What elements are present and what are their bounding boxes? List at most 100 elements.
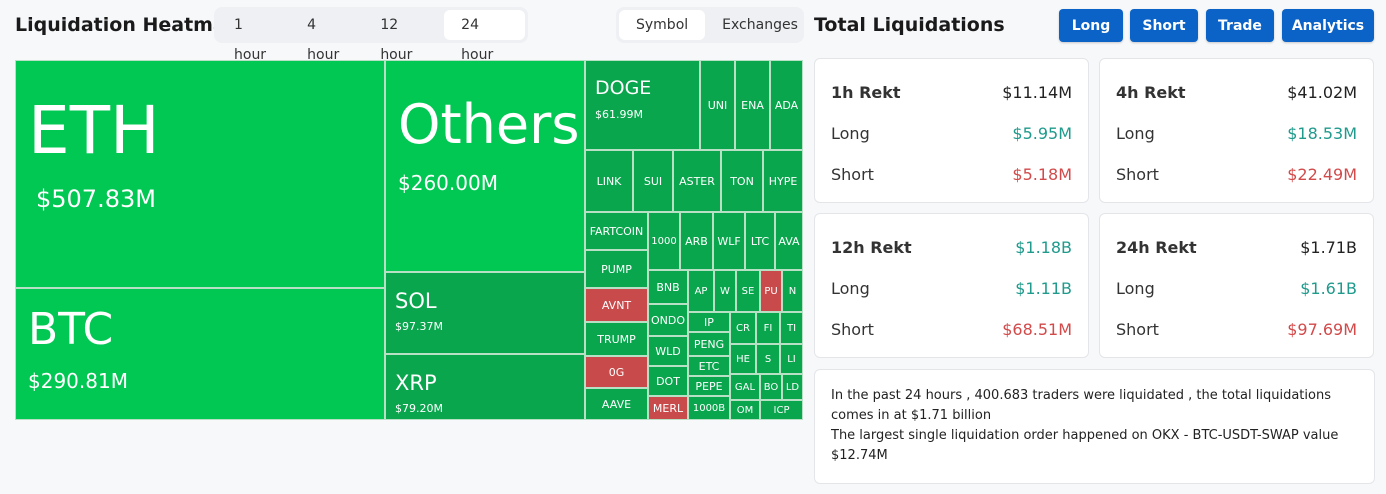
heatmap-tile-cr[interactable]: CR <box>730 312 756 344</box>
tile-symbol: BO <box>763 382 779 393</box>
heatmap-tile-ton[interactable]: TON <box>721 150 763 212</box>
tile-symbol: AP <box>694 286 708 297</box>
heatmap-tile-others[interactable]: Others $260.00M <box>385 60 585 272</box>
tile-value: $260.00M <box>398 171 498 195</box>
heatmap-tile-ld[interactable]: LD <box>782 374 803 400</box>
heatmap-tile-doge[interactable]: DOGE $61.99M <box>585 60 700 150</box>
tile-symbol: FI <box>763 323 773 334</box>
heatmap-tile-bnb[interactable]: BNB <box>648 270 688 304</box>
tile-symbol: FARTCOIN <box>589 225 644 238</box>
card-total: $1.18B <box>1015 238 1072 257</box>
heatmap-tile-fi[interactable]: FI <box>756 312 780 344</box>
tile-symbol: SE <box>741 286 755 297</box>
long-button[interactable]: Long <box>1059 9 1123 42</box>
summary-line-1: In the past 24 hours , 400.683 traders w… <box>831 388 1331 423</box>
heatmap-tile-bo[interactable]: BO <box>760 374 782 400</box>
tile-symbol: BNB <box>656 281 680 294</box>
heatmap-tile-ti[interactable]: TI <box>780 312 803 344</box>
tile-symbol: CR <box>736 323 750 334</box>
short-label: Short <box>831 165 874 184</box>
tile-symbol: S <box>764 354 772 365</box>
tile-symbol: ADA <box>774 99 799 112</box>
card-1h-rekt: 1h Rekt $11.14M Long $5.95M Short $5.18M <box>814 58 1089 203</box>
heatmap-tile-ip[interactable]: IP <box>688 312 730 332</box>
heatmap-tile-se[interactable]: SE <box>736 270 760 312</box>
tab-24-hour[interactable]: 24 hour <box>444 10 525 63</box>
heatmap-tile-gal[interactable]: GAL <box>730 374 760 400</box>
short-button[interactable]: Short <box>1130 9 1198 42</box>
heatmap-tile-1000b[interactable]: 1000B <box>688 396 730 420</box>
tile-symbol: AVNT <box>601 299 632 312</box>
heatmap-tile-xrp[interactable]: XRP $79.20M <box>385 354 585 420</box>
heatmap-tile-om[interactable]: OM <box>730 400 760 420</box>
tile-symbol: HYPE <box>768 175 798 188</box>
tile-symbol: ASTER <box>679 175 715 188</box>
heatmap-tile-uni[interactable]: UNI <box>700 60 735 150</box>
tab-12-hour[interactable]: 12 hour <box>380 17 413 63</box>
heatmap-tile-eth[interactable]: ETH $507.83M <box>15 60 385 288</box>
heatmap-tile-sol[interactable]: SOL $97.37M <box>385 272 585 354</box>
heatmap-tile-arb[interactable]: ARB <box>680 212 713 270</box>
heatmap-tile-ada[interactable]: ADA <box>770 60 803 150</box>
tile-symbol: PUMP <box>601 263 632 276</box>
heatmap-tile-link[interactable]: LINK <box>585 150 633 212</box>
tile-value: $61.99M <box>595 108 643 121</box>
heatmap-tile-peng[interactable]: PENG <box>688 332 730 356</box>
tile-symbol: LTC <box>750 235 770 248</box>
tile-symbol: DOT <box>656 375 680 388</box>
heatmap-tile-s[interactable]: S <box>756 344 780 374</box>
heatmap-tile-sui[interactable]: SUI <box>633 150 673 212</box>
heatmap-tile-0g[interactable]: 0G <box>585 356 648 388</box>
heatmap-tile-hype[interactable]: HYPE <box>763 150 803 212</box>
heatmap-tile-dot[interactable]: DOT <box>648 366 688 396</box>
card-label: 4h Rekt <box>1116 83 1186 102</box>
heatmap-tile-avnt[interactable]: AVNT <box>585 288 648 322</box>
heatmap-tile-he[interactable]: HE <box>730 344 756 374</box>
card-4h-rekt: 4h Rekt $41.02M Long $18.53M Short $22.49M <box>1099 58 1374 203</box>
tab-4-hour[interactable]: 4 hour <box>307 17 340 63</box>
heatmap-tile-aave[interactable]: AAVE <box>585 388 648 420</box>
heatmap-tile-ltc[interactable]: LTC <box>745 212 775 270</box>
heatmap-tile-pepe[interactable]: PEPE <box>688 376 730 396</box>
short-value: $5.18M <box>1012 165 1072 184</box>
long-label: Long <box>1116 279 1155 298</box>
tile-symbol: TRUMP <box>597 333 636 346</box>
heatmap-title: Liquidation Heatmap <box>15 14 240 36</box>
heatmap-tile-pu[interactable]: PU <box>760 270 782 312</box>
tab-exchanges[interactable]: Exchanges <box>722 17 798 33</box>
card-label: 12h Rekt <box>831 238 912 257</box>
card-total: $1.71B <box>1300 238 1357 257</box>
heatmap-tile-fartcoin[interactable]: FARTCOIN <box>585 212 648 250</box>
card-label: 24h Rekt <box>1116 238 1197 257</box>
heatmap-tile-btc[interactable]: BTC $290.81M <box>15 288 385 420</box>
tile-symbol: TON <box>730 175 754 188</box>
tile-symbol: WLD <box>655 345 681 358</box>
heatmap-tile-trump[interactable]: TRUMP <box>585 322 648 356</box>
tab-1-hour[interactable]: 1 hour <box>234 17 267 63</box>
heatmap-tile-merl[interactable]: MERL <box>648 396 688 420</box>
heatmap-tile-li[interactable]: LI <box>780 344 803 374</box>
heatmap-tile-icp[interactable]: ICP <box>760 400 803 420</box>
heatmap-tile-wlf[interactable]: WLF <box>713 212 745 270</box>
heatmap-tile-ondo[interactable]: ONDO <box>648 304 688 336</box>
heatmap-tile-wld[interactable]: WLD <box>648 336 688 366</box>
heatmap-tile-1000[interactable]: 1000 <box>648 212 680 270</box>
heatmap-tile-ava[interactable]: AVA <box>775 212 803 270</box>
group-by-selector: Symbol Exchanges <box>616 7 804 43</box>
tab-symbol[interactable]: Symbol <box>619 10 706 40</box>
trade-button[interactable]: Trade <box>1206 9 1274 42</box>
heatmap-tile-etc[interactable]: ETC <box>688 356 730 376</box>
heatmap-tile-w[interactable]: W <box>714 270 736 312</box>
long-value: $1.61B <box>1300 279 1357 298</box>
heatmap-tile-ena[interactable]: ENA <box>735 60 770 150</box>
tile-symbol: PENG <box>693 338 725 351</box>
card-label: 1h Rekt <box>831 83 901 102</box>
liquidation-heatmap: ETH $507.83M BTC $290.81M Others $260.00M SOL $… <box>15 60 803 420</box>
heatmap-tile-ap[interactable]: AP <box>688 270 714 312</box>
heatmap-tile-n[interactable]: N <box>782 270 803 312</box>
heatmap-tile-pump[interactable]: PUMP <box>585 250 648 288</box>
analytics-button[interactable]: Analytics <box>1282 9 1374 42</box>
long-value: $18.53M <box>1287 124 1357 143</box>
short-label: Short <box>1116 165 1159 184</box>
heatmap-tile-aster[interactable]: ASTER <box>673 150 721 212</box>
